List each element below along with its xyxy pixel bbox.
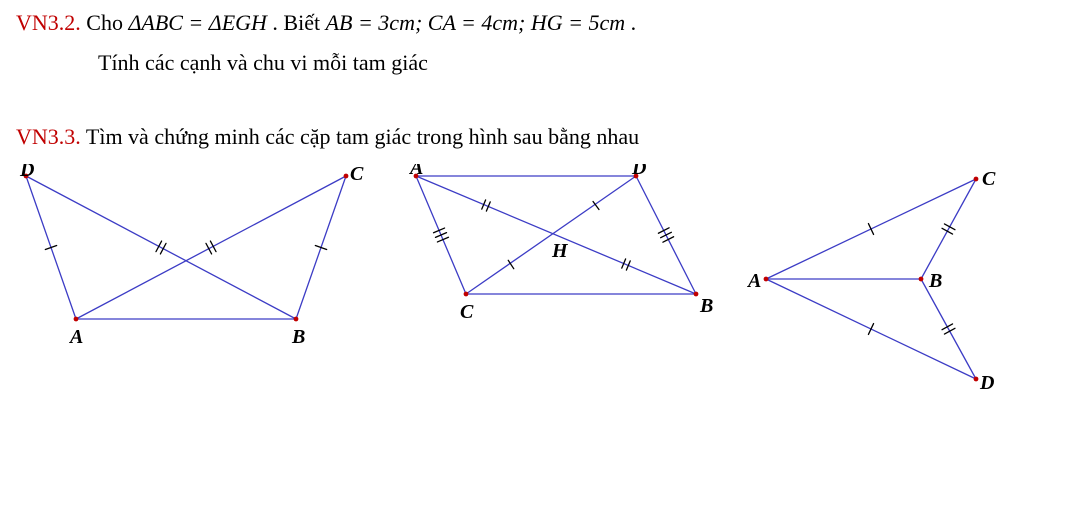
- problem-number-1: VN3.2.: [16, 10, 81, 35]
- svg-text:A: A: [68, 326, 83, 348]
- figure-3-svg: A B C D: [746, 164, 1016, 394]
- problem-vn3-2-line1: VN3.2. Cho ΔABC = ΔEGH . Biết AB = 3cm; …: [16, 10, 1049, 36]
- p2-line1-text: Tìm và chứng minh các cặp tam giác trong…: [86, 124, 639, 149]
- figure-2-svg: A D C B H: [386, 164, 726, 334]
- figure-3: A B C D: [746, 164, 1016, 394]
- p1-eq-values: AB = 3cm; CA = 4cm; HG = 5cm: [326, 10, 626, 35]
- problem-vn3-2-line2: Tính các cạnh và chu vi mỗi tam giác: [16, 50, 1049, 76]
- svg-text:B: B: [699, 295, 713, 317]
- svg-text:A: A: [408, 164, 423, 179]
- svg-text:B: B: [928, 270, 942, 292]
- svg-text:A: A: [746, 270, 761, 292]
- svg-text:C: C: [982, 168, 996, 190]
- spacer: [16, 90, 1049, 124]
- p1-eq-triangles: ΔABC = ΔEGH: [128, 10, 266, 35]
- p1-line2-text: Tính các cạnh và chu vi mỗi tam giác: [98, 50, 428, 75]
- figures-row: D C A B A D C B H A B C D: [16, 164, 1049, 394]
- figure-1: D C A B: [16, 164, 366, 354]
- p1-text-biet: . Biết: [272, 10, 325, 35]
- problem-vn3-3-line1: VN3.3. Tìm và chứng minh các cặp tam giá…: [16, 124, 1049, 150]
- svg-text:D: D: [631, 164, 646, 179]
- problem-number-2: VN3.3.: [16, 124, 81, 149]
- svg-text:D: D: [979, 372, 994, 394]
- svg-text:C: C: [350, 164, 364, 185]
- figure-1-svg: D C A B: [16, 164, 366, 354]
- page-root: VN3.2. Cho ΔABC = ΔEGH . Biết AB = 3cm; …: [0, 0, 1065, 404]
- p1-text-end: .: [631, 10, 637, 35]
- svg-text:C: C: [460, 301, 474, 323]
- figure-2: A D C B H: [386, 164, 726, 334]
- svg-text:B: B: [291, 326, 305, 348]
- svg-text:D: D: [19, 164, 34, 181]
- p1-text-cho: Cho: [86, 10, 128, 35]
- svg-text:H: H: [551, 240, 569, 262]
